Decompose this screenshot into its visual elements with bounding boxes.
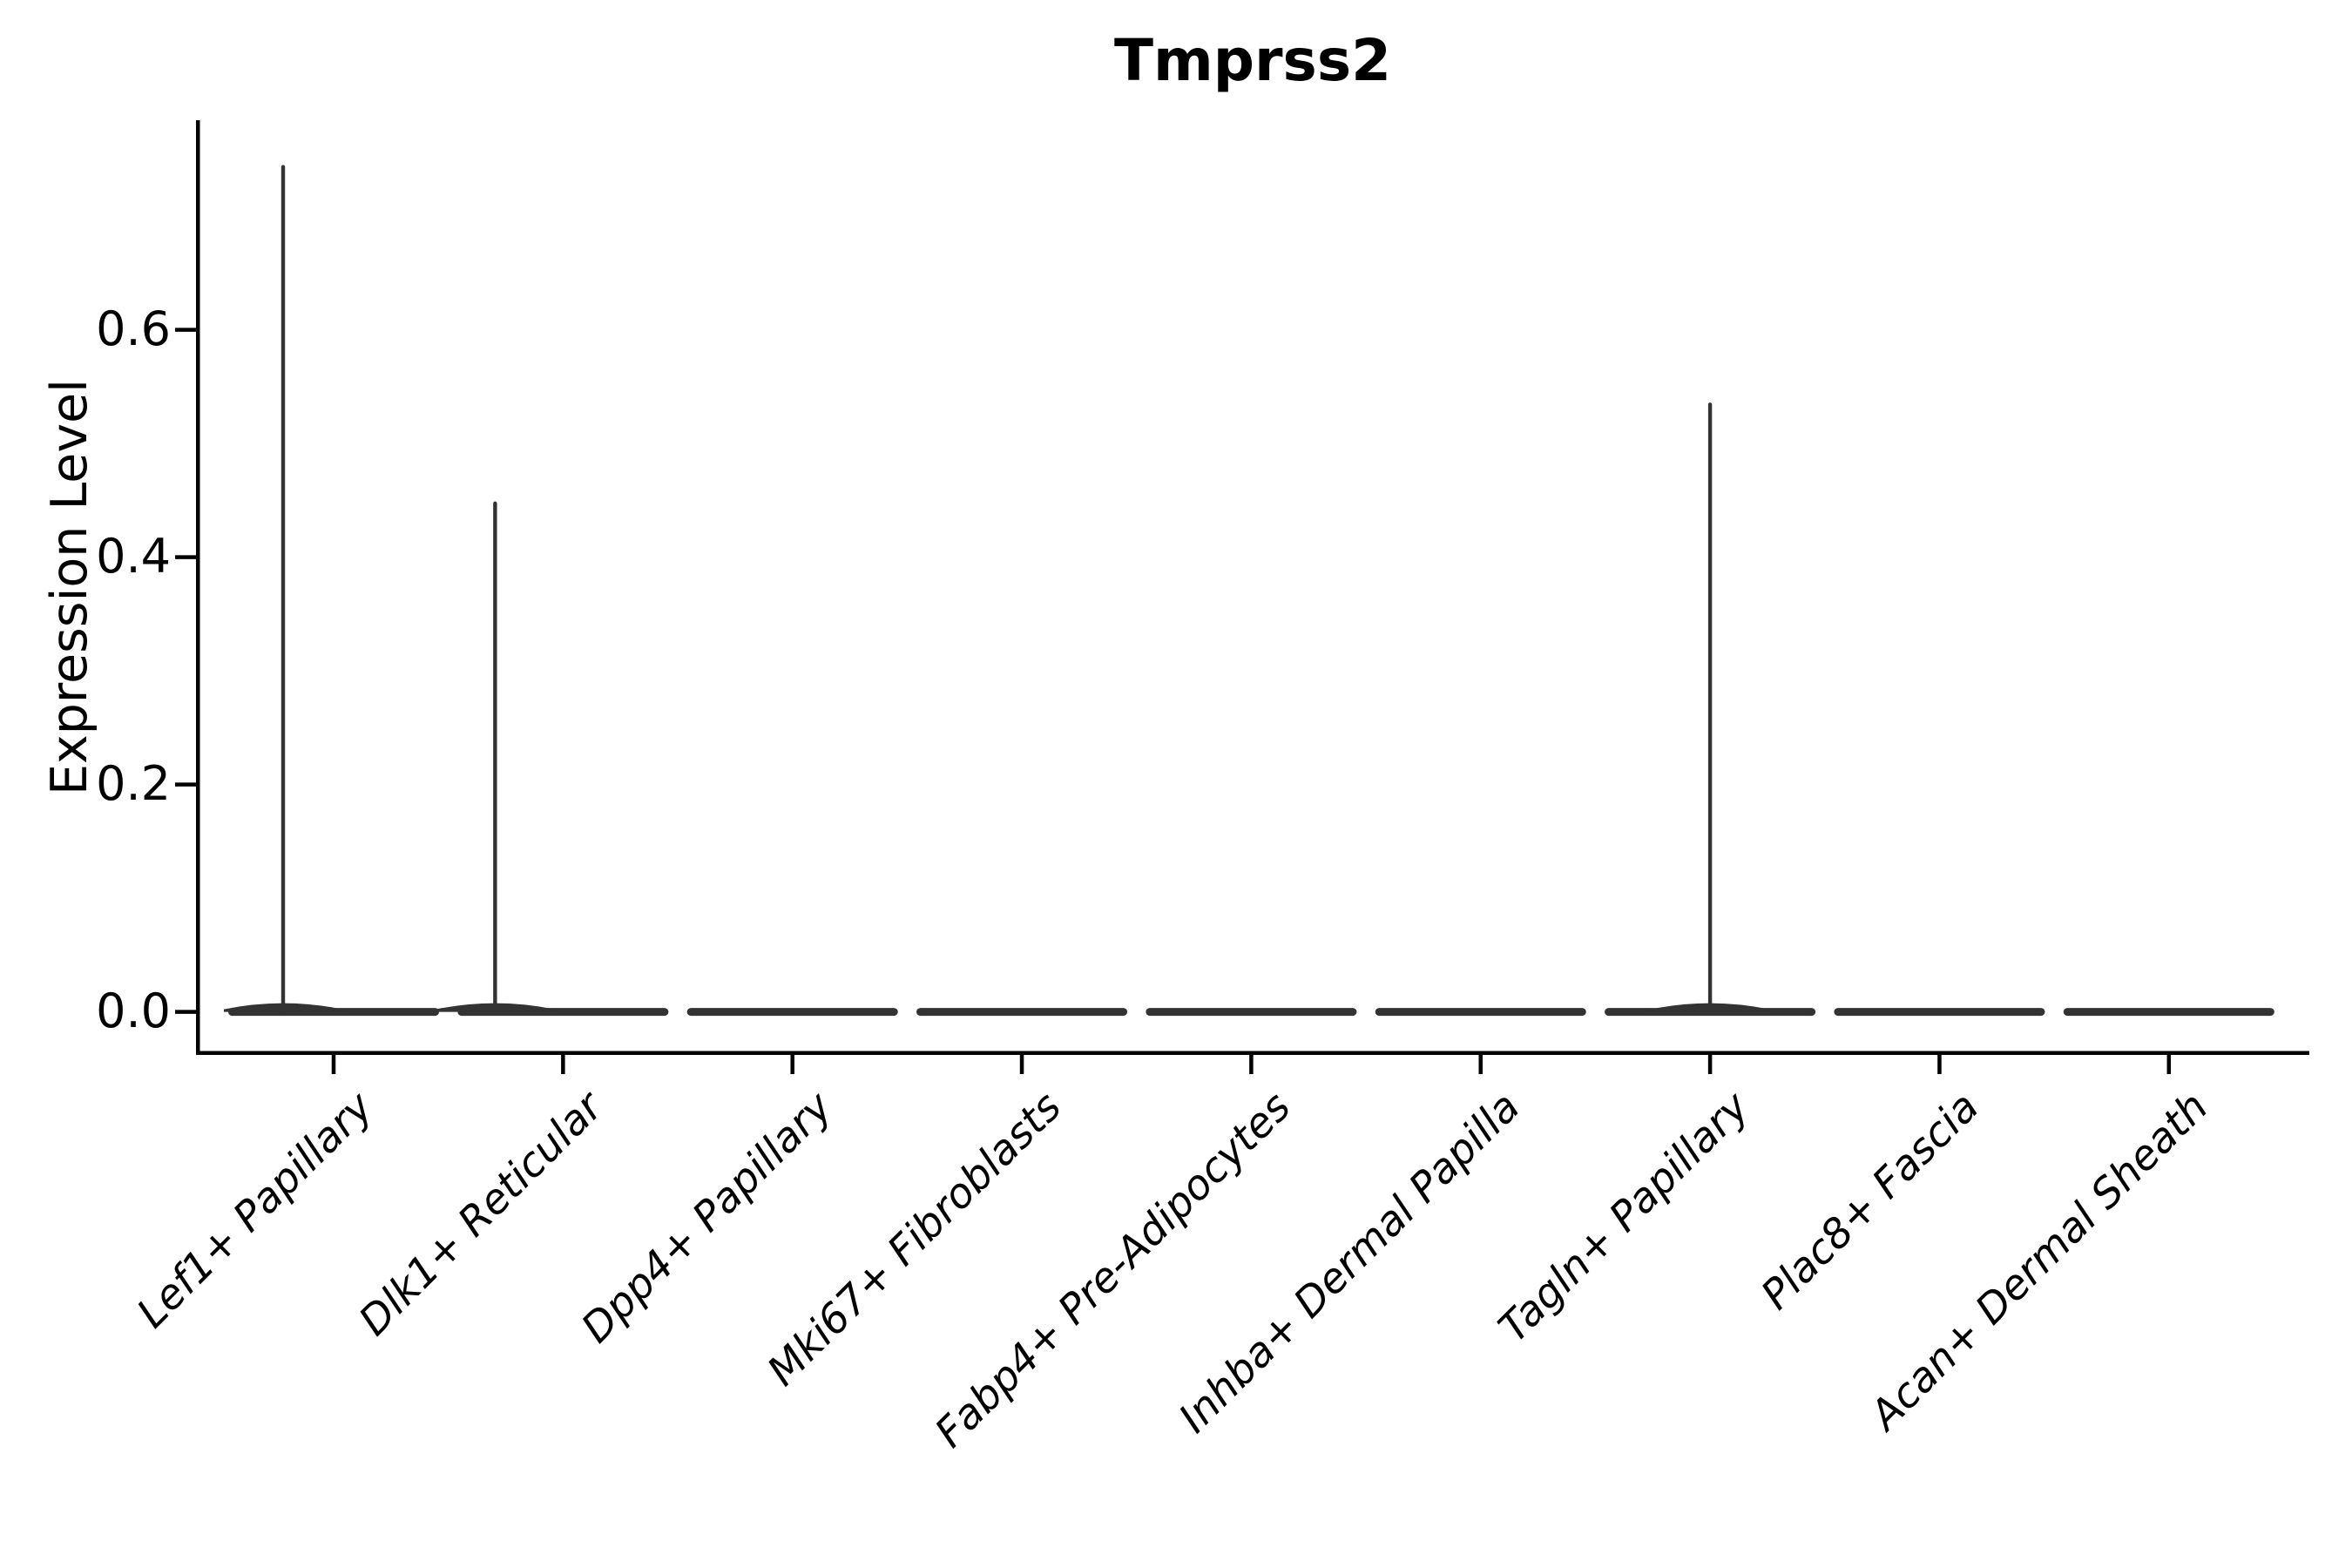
x-tick-mark-1 bbox=[561, 1055, 565, 1074]
violin-body-3 bbox=[916, 1008, 1128, 1017]
x-tick-mark-3 bbox=[1019, 1055, 1024, 1074]
violin-body-8 bbox=[2063, 1008, 2274, 1017]
x-tick-mark-0 bbox=[331, 1055, 336, 1074]
y-tick-mark-0.0 bbox=[175, 1010, 196, 1014]
violin-body-4 bbox=[1146, 1008, 1357, 1017]
y-tick-mark-0.2 bbox=[175, 782, 196, 787]
violin-body-2 bbox=[686, 1008, 898, 1017]
x-tick-mark-8 bbox=[2166, 1055, 2172, 1074]
violin-body-7 bbox=[1834, 1008, 2045, 1017]
x-tick-mark-7 bbox=[1937, 1055, 1942, 1074]
y-axis-spine bbox=[196, 120, 200, 1055]
x-axis-spine bbox=[196, 1051, 2309, 1055]
violin-spike-6 bbox=[1707, 402, 1713, 1015]
y-tick-mark-0.6 bbox=[175, 328, 196, 332]
y-tick-mark-0.4 bbox=[175, 555, 196, 559]
x-tick-mark-4 bbox=[1249, 1055, 1254, 1074]
violin-spike-0 bbox=[280, 165, 286, 1015]
violin-body-5 bbox=[1375, 1008, 1586, 1017]
violin-spike-1 bbox=[493, 501, 497, 1015]
x-tick-mark-2 bbox=[790, 1055, 794, 1074]
x-tick-mark-5 bbox=[1478, 1055, 1483, 1074]
x-tick-mark-6 bbox=[1707, 1055, 1713, 1074]
